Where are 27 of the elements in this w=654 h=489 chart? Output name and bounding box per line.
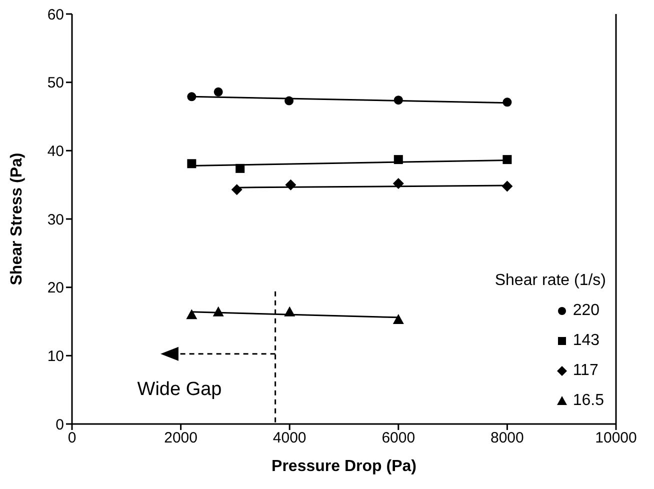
point — [187, 159, 196, 168]
point — [231, 184, 242, 196]
y-tick-label: 60 — [47, 6, 64, 24]
x-tick-label: 10000 — [595, 430, 637, 447]
y-tick-label: 0 — [56, 416, 64, 434]
legend-label: 143 — [572, 332, 600, 350]
legend-label: 16.5 — [572, 392, 604, 410]
x-tick-label: 6000 — [382, 430, 416, 447]
annotation: Wide Gap — [137, 378, 222, 401]
y-tick-label: 30 — [47, 211, 64, 228]
legend-label: 117 — [572, 362, 598, 380]
point — [392, 314, 404, 324]
x-tick-label: 4000 — [272, 430, 306, 447]
x-axis-title: Pressure Drop (Pa) — [272, 458, 416, 475]
point — [186, 309, 198, 320]
y-tick-label: 10 — [47, 348, 64, 365]
point — [214, 87, 223, 96]
y-tick-label: 50 — [47, 74, 64, 92]
x-tick-label: 0 — [68, 430, 76, 447]
x-tick-label: 8000 — [490, 430, 524, 447]
x-tick-label: 2000 — [164, 430, 198, 447]
y-tick-label: 20 — [47, 280, 64, 297]
legend-title: Shear rate (1/s) — [494, 272, 606, 290]
y-axis-title: Shear Stress (Pa) — [8, 152, 26, 286]
point — [502, 155, 512, 164]
y-tick-label: 40 — [47, 142, 64, 160]
legend-label: 220 — [572, 302, 600, 320]
